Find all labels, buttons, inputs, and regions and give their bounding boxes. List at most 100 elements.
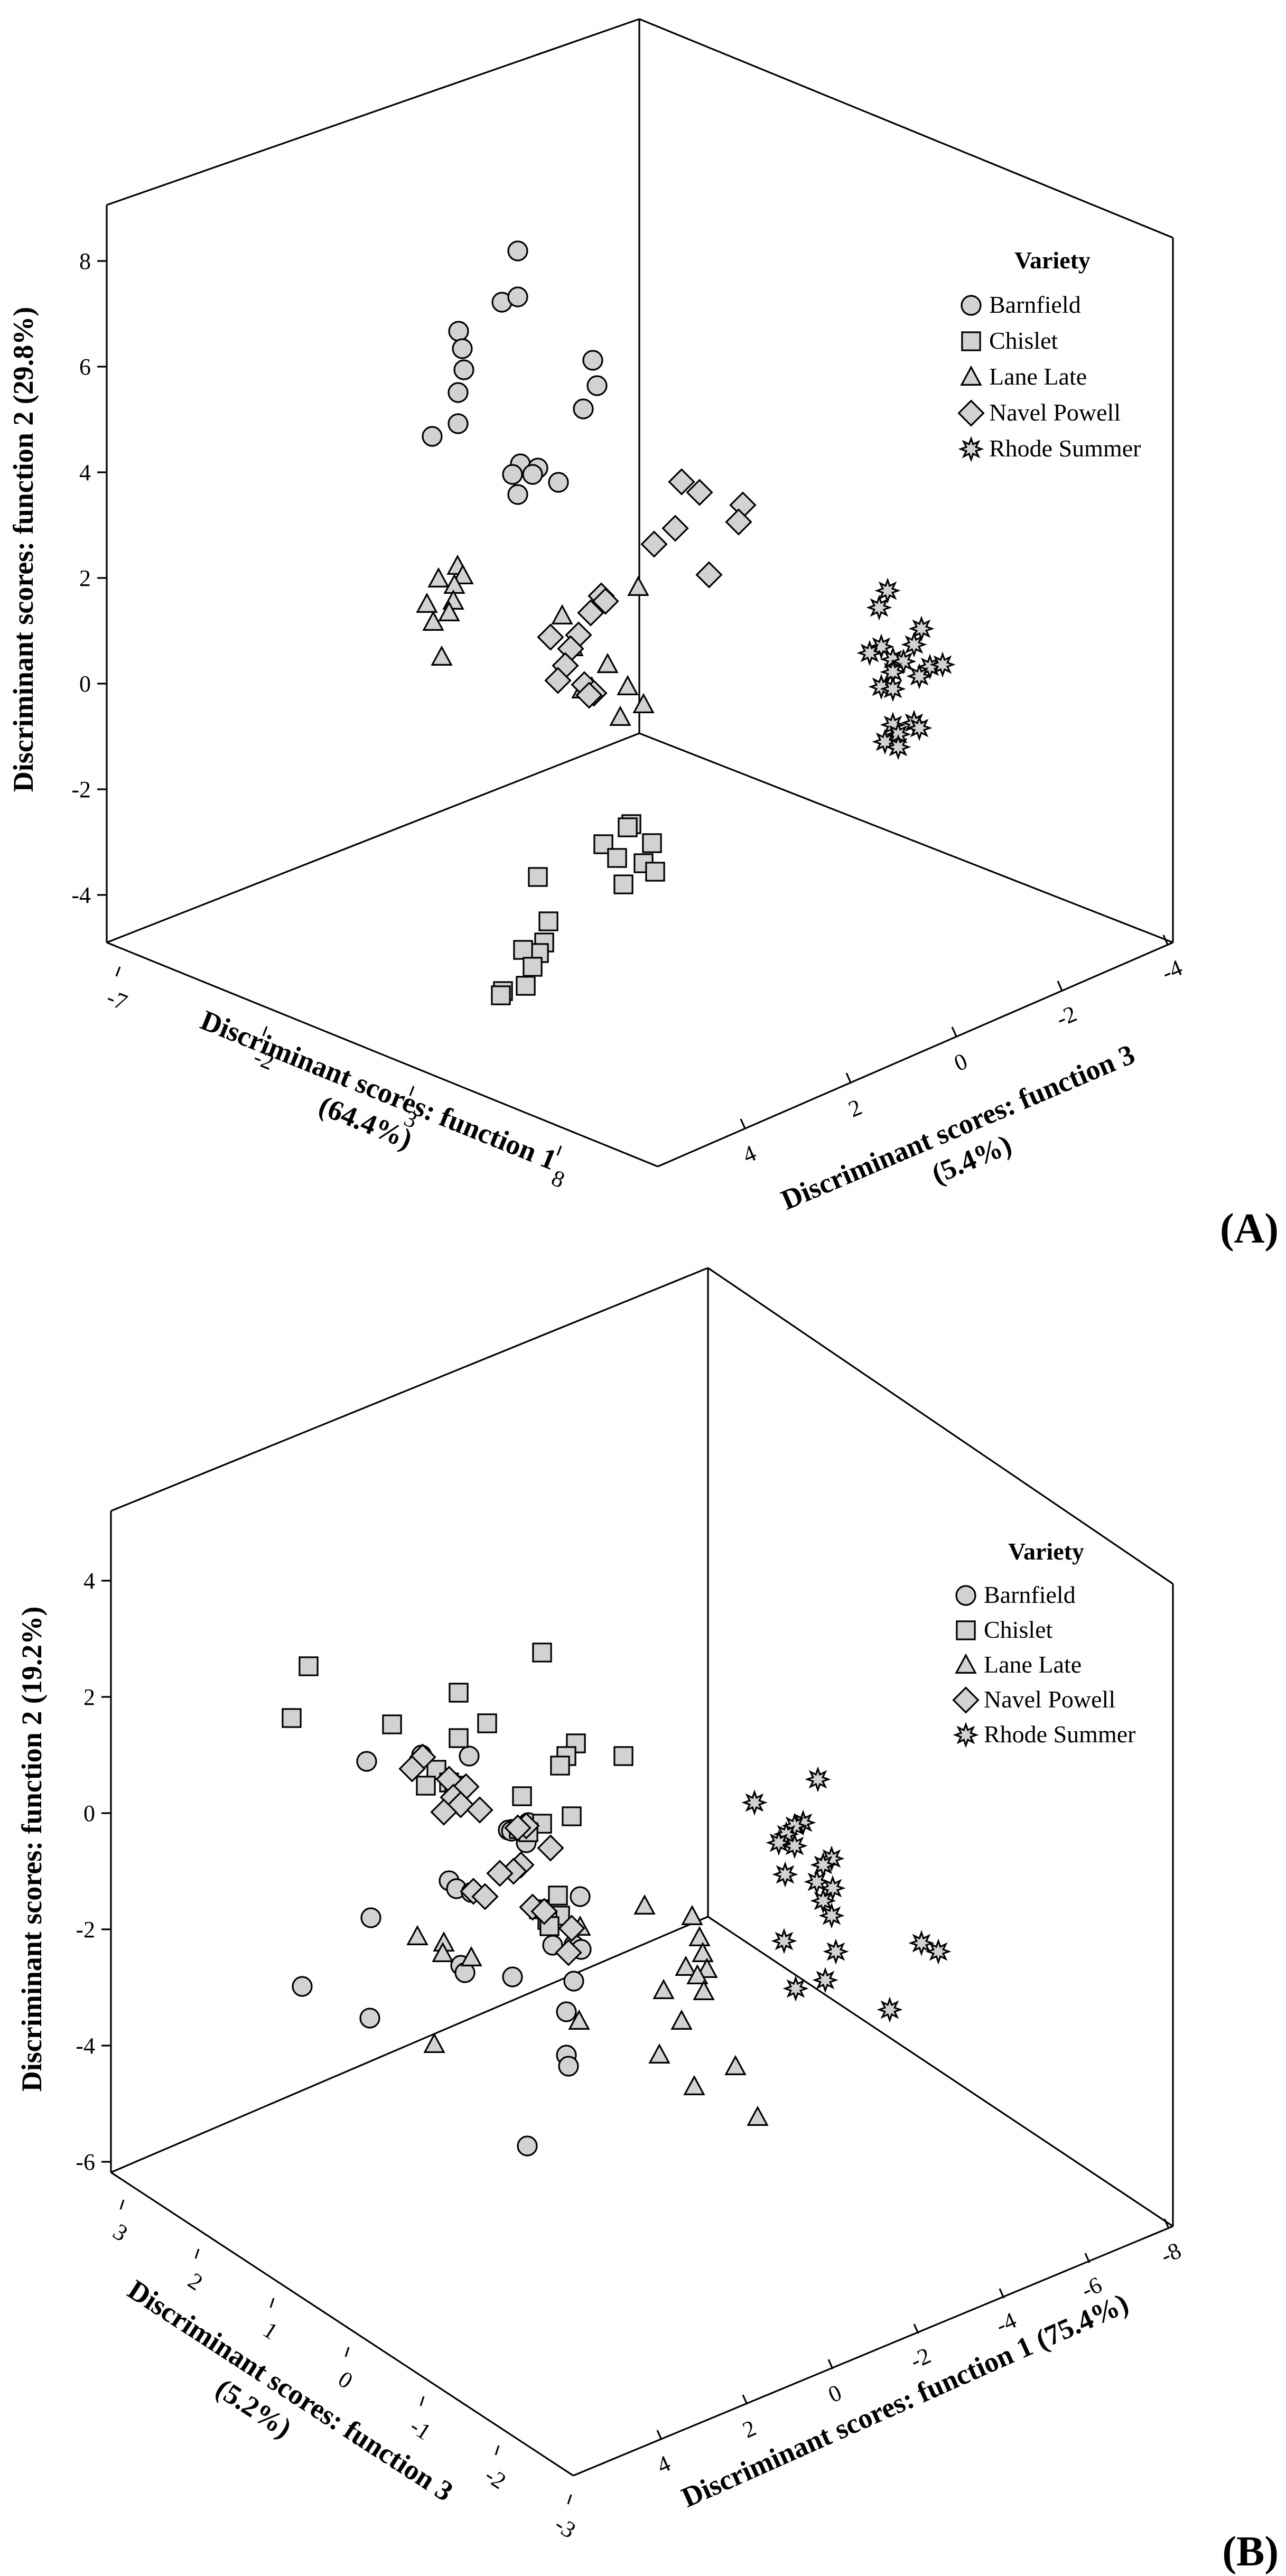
chart-a-vtick-label: 0 bbox=[79, 671, 91, 697]
chart-a-point-chislet bbox=[642, 833, 662, 853]
chart-b-panel-label: (B) bbox=[1222, 2528, 1279, 2575]
chart-a-vertical-axis-label: Discriminant scores: function 2 (29.8%) bbox=[7, 307, 39, 792]
chart-a-rtick-label: 2 bbox=[845, 1094, 865, 1123]
chart-a-point-chislet bbox=[645, 862, 665, 882]
chart-a-point-barnfield bbox=[582, 350, 603, 371]
chart-b-point-lane-late bbox=[406, 1925, 428, 1945]
chart-b-ltick-label: 0 bbox=[333, 2366, 357, 2394]
chart-a-point-barnfield bbox=[507, 286, 528, 307]
chart-b-point-lane-late bbox=[675, 1955, 697, 1976]
chart-b-vtick-label: -2 bbox=[76, 1917, 95, 1943]
chart-b-legend-marker-barnfield bbox=[955, 1585, 976, 1606]
chart-a-point-lane-late bbox=[422, 610, 444, 631]
chart-b-point-barnfield bbox=[292, 1976, 313, 1997]
chart-b-point-rhode-summer bbox=[805, 1766, 831, 1793]
chart-a-legend-label: Barnfield bbox=[989, 291, 1081, 318]
chart-b-rtick-mark bbox=[1163, 2218, 1170, 2229]
chart-a-legend-marker-barnfield bbox=[961, 295, 982, 316]
chart-a-point-rhode-summer bbox=[885, 734, 911, 760]
chart-b-vtick-label: 2 bbox=[83, 1684, 95, 1710]
chart-a-rtick-mark bbox=[845, 1072, 852, 1083]
chart-b-rtick-label: -8 bbox=[1157, 2237, 1185, 2269]
chart-b-point-rhode-summer bbox=[908, 1930, 935, 1956]
chart-b-vertical-axis-ticks: -6 -4 -2 0 2 4 bbox=[76, 1568, 111, 2175]
chart-a-point-chislet bbox=[523, 957, 543, 977]
chart-b-rtick-mark bbox=[913, 2323, 919, 2334]
chart-a-points bbox=[416, 240, 956, 1005]
chart-b-point-rhode-summer bbox=[877, 1996, 903, 2023]
chart-b-point-rhode-summer bbox=[812, 1967, 838, 1993]
chart-a-point-rhode-summer bbox=[874, 577, 901, 604]
chart-a-rtick-mark bbox=[1057, 981, 1063, 991]
chart-a-point-navel-powell bbox=[537, 623, 564, 651]
chart-b-point-navel-powell bbox=[555, 1939, 582, 1966]
chart-b-point-rhode-summer bbox=[819, 1875, 846, 1901]
chart-a-point-navel-powell bbox=[575, 682, 603, 709]
chart-b-point-rhode-summer bbox=[804, 1869, 830, 1895]
chart-b-point-rhode-summer bbox=[772, 1861, 798, 1888]
chart-a-point-navel-powell bbox=[668, 468, 695, 496]
chart-a-point-rhode-summer bbox=[866, 594, 892, 621]
chart-b-point-chislet bbox=[613, 1746, 633, 1766]
chart-b-legend-label: Chislet bbox=[984, 1616, 1053, 1643]
chart-b-point-chislet bbox=[449, 1683, 469, 1703]
chart-b-left-depth-label: Discriminant scores: function 3 (5.2%) bbox=[122, 2274, 459, 2508]
chart-b-point-lane-late bbox=[693, 1980, 715, 2000]
chart-b-ltick-mark bbox=[344, 2347, 350, 2357]
chart-b-point-lane-late bbox=[670, 2009, 693, 2030]
chart-b-point-chislet bbox=[282, 1708, 302, 1728]
chart-a-point-chislet bbox=[538, 911, 558, 931]
chart-a-legend: Variety Barnfield Chislet Lane Late Nave… bbox=[957, 247, 1141, 462]
chart-b-ltick-mark bbox=[567, 2494, 572, 2505]
chart-b-legend: Variety Barnfield Chislet Lane Late Nave… bbox=[952, 1538, 1135, 1748]
chart-a-rtick-label: -4 bbox=[1158, 955, 1186, 986]
chart-a-point-barnfield bbox=[422, 426, 443, 447]
chart-b-ltick-mark bbox=[420, 2396, 425, 2406]
chart-b-point-navel-powell bbox=[504, 1814, 532, 1842]
chart-a-point-navel-powell bbox=[544, 667, 572, 694]
chart-a-point-navel-powell bbox=[592, 587, 619, 615]
chart-b-point-rhode-summer bbox=[782, 1975, 809, 2002]
chart-b-points bbox=[282, 1642, 952, 2157]
chart-b-point-chislet bbox=[299, 1656, 319, 1676]
chart-b-rtick-label: 0 bbox=[824, 2379, 845, 2408]
chart-a-legend-title: Variety bbox=[1014, 247, 1091, 274]
chart-b-point-lane-late bbox=[432, 1942, 454, 1962]
chart-b-ltick-label: 2 bbox=[183, 2267, 207, 2295]
chart-a-vtick-label: 4 bbox=[79, 460, 91, 486]
chart-b-vertical-axis-label: Discriminant scores: function 2 (19.2%) bbox=[16, 1607, 48, 2092]
chart-a-rtick-mark bbox=[1162, 935, 1169, 945]
chart-a-vertical-axis-ticks: -4 -2 0 2 4 6 8 bbox=[71, 248, 107, 908]
chart-a-point-lane-late bbox=[632, 693, 655, 714]
chart-b-point-rhode-summer bbox=[766, 1830, 792, 1856]
chart-a-point-barnfield bbox=[453, 359, 474, 380]
chart-b-point-rhode-summer bbox=[810, 1888, 836, 1914]
chart-a-legend-markers bbox=[957, 295, 985, 462]
chart-b-point-rhode-summer bbox=[818, 1902, 845, 1929]
chart-a-point-rhode-summer bbox=[856, 640, 883, 666]
chart-b-legend-label: Barnfield bbox=[984, 1581, 1076, 1608]
chart-b-ltick-label: 1 bbox=[258, 2317, 282, 2345]
chart-b-left-depth-label-line1: Discriminant scores: function 3 bbox=[122, 2274, 459, 2508]
chart-b-point-lane-late bbox=[696, 1957, 718, 1978]
chart-b-point-lane-late bbox=[683, 2075, 705, 2095]
chart-a-rtick-mark bbox=[740, 1118, 746, 1129]
chart-b-point-rhode-summer bbox=[781, 1833, 808, 1859]
chart-a-point-barnfield bbox=[507, 240, 528, 262]
chart-b-frame bbox=[110, 1267, 1174, 2477]
chart-b-point-barnfield bbox=[502, 1966, 523, 1987]
chart-a-point-rhode-summer bbox=[880, 676, 906, 702]
chart-a-vtick-label: 6 bbox=[79, 354, 91, 380]
chart-b-rtick-mark bbox=[999, 2288, 1005, 2299]
chart-a-point-navel-powell bbox=[686, 479, 713, 506]
chart-b-point-barnfield bbox=[359, 2008, 380, 2029]
chart-a-point-barnfield bbox=[452, 338, 473, 359]
chart-a-point-lane-late bbox=[551, 604, 573, 625]
chart-a-point-lane-late bbox=[427, 567, 450, 588]
chart-b-point-lane-late bbox=[686, 1964, 709, 1984]
chart-a-legend-marker-navel-powell bbox=[957, 399, 985, 427]
chart-b-point-navel-powell bbox=[398, 1755, 426, 1782]
chart-b-rtick-label: -2 bbox=[906, 2342, 934, 2374]
chart-b-point-barnfield bbox=[459, 1746, 480, 1767]
chart-b-legend-marker-navel-powell bbox=[952, 1686, 980, 1714]
